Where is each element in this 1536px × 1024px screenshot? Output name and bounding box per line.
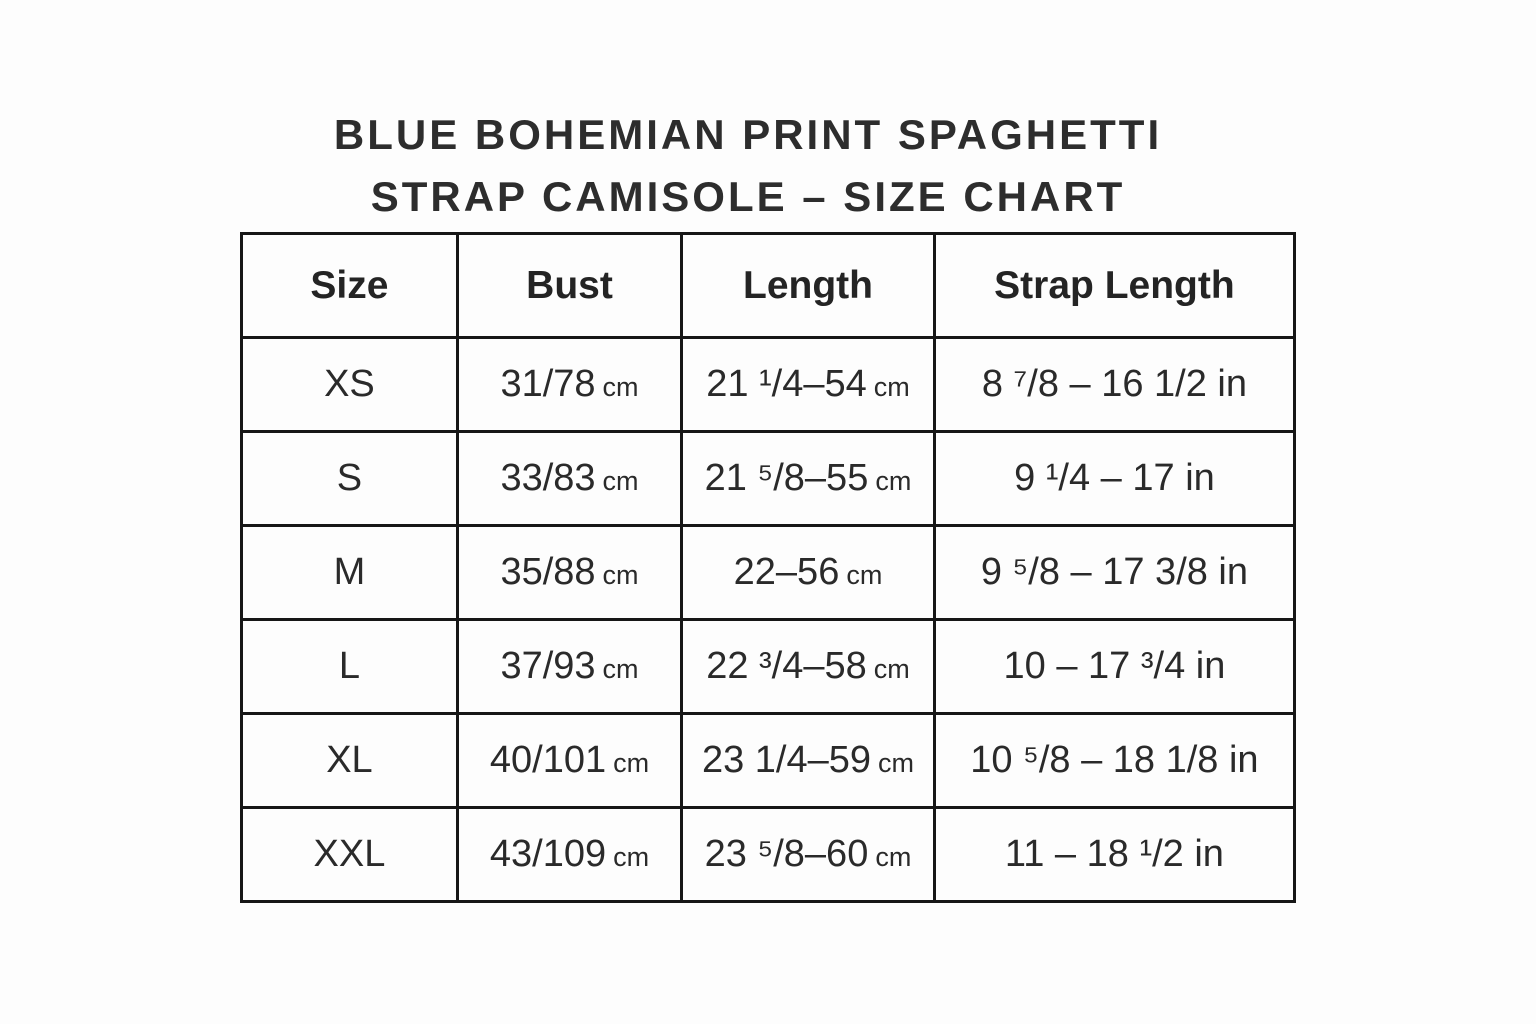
bust-value: 31/78 bbox=[500, 363, 596, 405]
bust-value: 43/109 bbox=[489, 833, 607, 875]
length-value: 21 ¹/4–54 bbox=[706, 363, 867, 405]
bust-cell: 35/88 cm bbox=[455, 524, 684, 621]
bust-cell: 43/109 cm bbox=[455, 806, 684, 903]
length-value: 22–56 bbox=[733, 551, 840, 593]
page-title-line-2: STRAP CAMISOLE – SIZE CHART bbox=[370, 173, 1126, 221]
bust-unit: cm bbox=[602, 372, 639, 402]
length-unit: cm bbox=[875, 466, 912, 496]
strap-length-cell: 11 – 18 ¹/2 in bbox=[932, 806, 1297, 903]
bust-unit: cm bbox=[613, 842, 650, 872]
length-cell: 23 1/4–59 cm bbox=[680, 712, 936, 809]
bust-cell: 33/83 cm bbox=[455, 430, 684, 527]
size-cell: XXL bbox=[240, 806, 459, 903]
bust-unit: cm bbox=[602, 466, 639, 496]
bust-unit: cm bbox=[613, 748, 650, 778]
size-cell: S bbox=[240, 430, 459, 527]
table-row-m: M 35/88 cm 22–56 cm 9 ⁵/8 – 17 3/8 in bbox=[240, 524, 1297, 621]
length-cell: 21 ⁵/8–55 cm bbox=[680, 430, 936, 527]
size-cell: XL bbox=[240, 712, 459, 809]
size-chart-table: Size Bust Length Strap Length XS 31/78 cm… bbox=[240, 232, 1297, 903]
bust-cell: 40/101 cm bbox=[455, 712, 684, 809]
table-header-row: Size Bust Length Strap Length bbox=[240, 232, 1297, 339]
length-cell: 22 ³/4–58 cm bbox=[680, 618, 936, 715]
length-cell: 23 ⁵/8–60 cm bbox=[680, 806, 936, 903]
bust-value: 37/93 bbox=[500, 645, 596, 687]
length-value: 23 ⁵/8–60 bbox=[704, 833, 869, 875]
table-row-s: S 33/83 cm 21 ⁵/8–55 cm 9 ¹/4 – 17 in bbox=[240, 430, 1297, 527]
bust-value: 35/88 bbox=[500, 551, 596, 593]
table-row-xs: XS 31/78 cm 21 ¹/4–54 cm 8 ⁷/8 – 16 1/2 in bbox=[240, 336, 1297, 433]
length-unit: cm bbox=[878, 748, 915, 778]
strap-length-cell: 10 ⁵/8 – 18 1/8 in bbox=[932, 712, 1297, 809]
length-cell: 22–56 cm bbox=[680, 524, 936, 621]
bust-cell: 37/93 cm bbox=[455, 618, 684, 715]
length-unit: cm bbox=[873, 372, 910, 402]
size-cell: L bbox=[240, 618, 459, 715]
bust-value: 40/101 bbox=[489, 739, 607, 781]
table-row-xl: XL 40/101 cm 23 1/4–59 cm 10 ⁵/8 – 18 1/8 … bbox=[240, 712, 1297, 809]
column-header-strap-length: Strap Length bbox=[932, 232, 1297, 339]
page-title-line-1: BLUE BOHEMIAN PRINT SPAGHETTI bbox=[333, 111, 1163, 159]
page-title: BLUE BOHEMIAN PRINT SPAGHETTI STRAP CAMI… bbox=[0, 104, 1496, 228]
column-header-length: Length bbox=[680, 232, 936, 339]
length-value: 22 ³/4–58 bbox=[706, 645, 867, 687]
length-unit: cm bbox=[873, 654, 910, 684]
bust-unit: cm bbox=[602, 560, 639, 590]
length-value: 23 1/4–59 bbox=[701, 739, 872, 781]
length-value: 21 ⁵/8–55 bbox=[704, 457, 869, 499]
column-header-bust: Bust bbox=[455, 232, 684, 339]
table-row-xxl: XXL 43/109 cm 23 ⁵/8–60 cm 11 – 18 ¹/2 in bbox=[240, 806, 1297, 903]
length-unit: cm bbox=[875, 842, 912, 872]
strap-length-cell: 8 ⁷/8 – 16 1/2 in bbox=[932, 336, 1297, 433]
table-row-l: L 37/93 cm 22 ³/4–58 cm 10 – 17 ³/4 in bbox=[240, 618, 1297, 715]
strap-length-cell: 9 ¹/4 – 17 in bbox=[932, 430, 1297, 527]
length-cell: 21 ¹/4–54 cm bbox=[680, 336, 936, 433]
strap-length-cell: 10 – 17 ³/4 in bbox=[932, 618, 1297, 715]
bust-cell: 31/78 cm bbox=[455, 336, 684, 433]
size-cell: XS bbox=[240, 336, 459, 433]
column-header-size: Size bbox=[240, 232, 459, 339]
size-cell: M bbox=[240, 524, 459, 621]
bust-unit: cm bbox=[602, 654, 639, 684]
length-unit: cm bbox=[846, 560, 883, 590]
bust-value: 33/83 bbox=[500, 457, 596, 499]
strap-length-cell: 9 ⁵/8 – 17 3/8 in bbox=[932, 524, 1297, 621]
